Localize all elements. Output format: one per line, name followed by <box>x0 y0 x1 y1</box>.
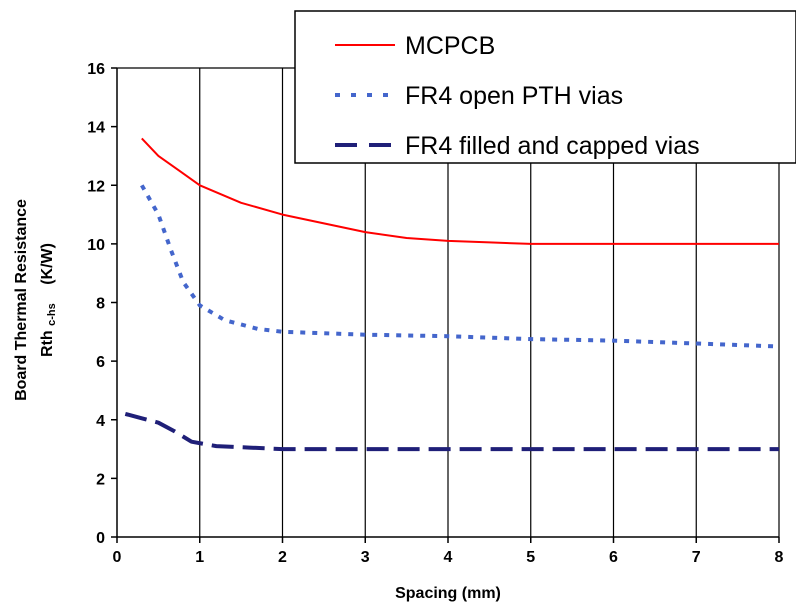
y-axis-title-rth: Rth <box>39 330 56 357</box>
y-tick-label: 14 <box>87 120 105 137</box>
y-tick-label: 0 <box>96 530 105 547</box>
y-tick-label: 10 <box>87 237 105 254</box>
y-axis-title-line2: Rth c-hs (K/W) <box>39 243 59 357</box>
y-tick-label: 4 <box>96 413 105 430</box>
x-tick-label: 3 <box>361 549 370 566</box>
y-axis-title-subscript: c-hs <box>46 303 58 326</box>
series-line-3 <box>124 411 779 452</box>
y-tick-label: 12 <box>87 178 105 195</box>
x-tick-label: 2 <box>278 549 287 566</box>
y-tick-label: 16 <box>87 61 105 78</box>
legend-label-1: MCPCB <box>405 32 495 60</box>
y-tick-label: 2 <box>96 471 105 488</box>
y-axis-title: Board Thermal Resistance <box>13 199 30 401</box>
x-axis-title: Spacing (mm) <box>395 585 501 602</box>
series-line-2 <box>140 184 780 349</box>
x-tick-label: 6 <box>609 549 618 566</box>
x-tick-label: 1 <box>195 549 204 566</box>
series-group <box>124 137 780 452</box>
y-tick-label: 8 <box>96 296 105 313</box>
legend-label-3: FR4 filled and capped vias <box>405 132 700 160</box>
x-tick-label: 8 <box>775 549 784 566</box>
legend: MCPCB FR4 open PTH vias FR4 filled and cap… <box>294 10 796 164</box>
y-axis-title-unit: (K/W) <box>39 243 56 285</box>
y-tick-label: 6 <box>96 354 105 371</box>
x-tick-label: 0 <box>113 549 122 566</box>
x-tick-label: 7 <box>692 549 701 566</box>
series-line-1 <box>141 137 779 245</box>
legend-label-2: FR4 open PTH vias <box>405 82 623 110</box>
x-tick-label: 5 <box>526 549 535 566</box>
x-tick-label: 4 <box>444 549 453 566</box>
legend-box <box>294 10 796 164</box>
